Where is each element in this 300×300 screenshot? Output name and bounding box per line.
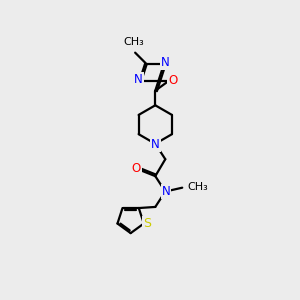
Text: CH₃: CH₃ — [123, 37, 144, 47]
Text: N: N — [151, 138, 160, 151]
Text: O: O — [131, 162, 141, 175]
Text: N: N — [134, 73, 143, 86]
Text: CH₃: CH₃ — [188, 182, 208, 192]
Text: O: O — [168, 74, 178, 87]
Text: N: N — [161, 56, 170, 69]
Text: N: N — [162, 185, 170, 198]
Text: S: S — [143, 217, 151, 230]
